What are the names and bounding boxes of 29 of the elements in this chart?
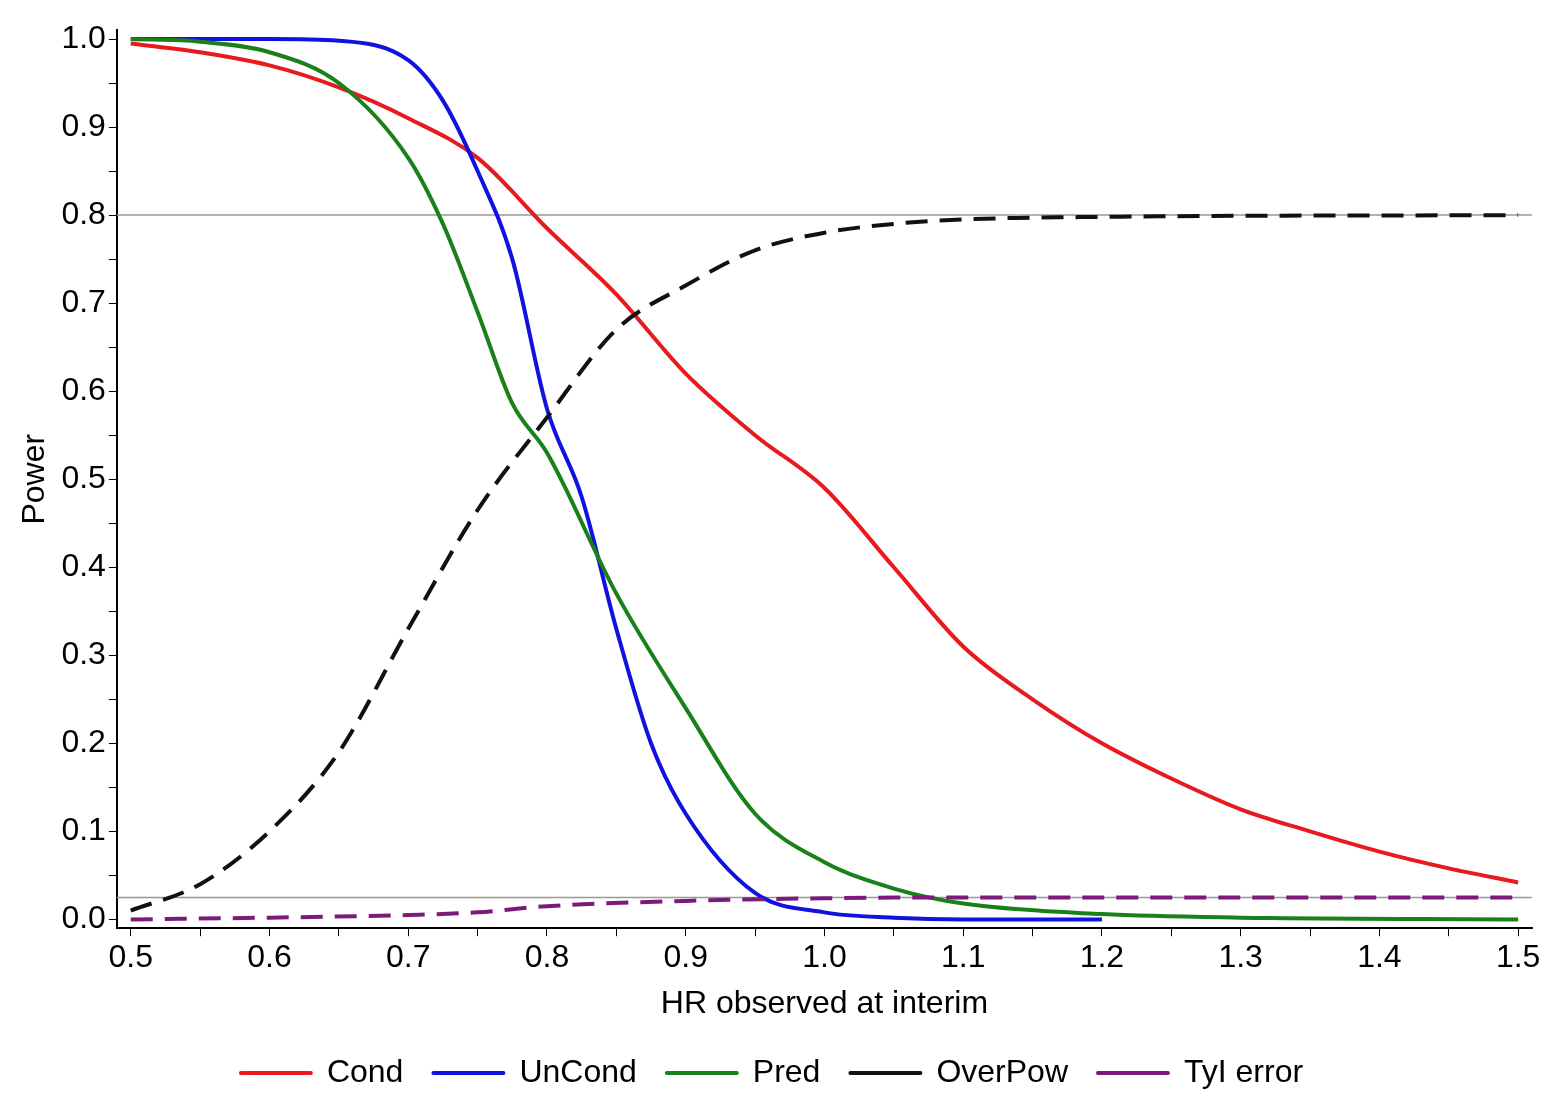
legend-label: Pred	[752, 1052, 821, 1089]
y-tick-label: 0.1	[61, 811, 106, 848]
x-tick-label: 1.0	[802, 938, 847, 975]
x-tick-label: 1.4	[1357, 938, 1402, 975]
legend-label: TyI error	[1183, 1052, 1304, 1089]
x-axis-title: HR observed at interim	[660, 983, 989, 1020]
x-tick-label: 0.9	[663, 938, 708, 975]
x-tick-label: 0.6	[247, 938, 292, 975]
y-tick-label: 1.0	[61, 18, 106, 55]
x-tick-label: 1.5	[1495, 938, 1541, 975]
legend-label: OverPow	[936, 1052, 1069, 1089]
x-tick-label: 0.8	[524, 938, 570, 975]
y-tick-label: 0.8	[61, 194, 106, 231]
legend-label: UnCond	[519, 1052, 637, 1089]
x-tick-label: 0.7	[385, 938, 431, 975]
y-tick-label: 0.7	[61, 282, 106, 319]
legend-label: Cond	[326, 1052, 404, 1089]
y-tick-label: 0.5	[61, 459, 106, 496]
y-tick-label: 0.6	[61, 370, 106, 407]
y-tick-label: 0.3	[61, 635, 106, 672]
y-tick-label: 0.2	[61, 723, 106, 760]
x-tick-label: 1.3	[1218, 938, 1263, 975]
x-tick-label: 0.5	[108, 938, 153, 975]
y-tick-label: 0.0	[61, 899, 106, 936]
x-tick-label: 1.1	[940, 938, 986, 975]
x-tick-label: 1.2	[1079, 938, 1125, 975]
y-axis-title: Power	[15, 433, 52, 525]
y-tick-label: 0.9	[61, 106, 106, 143]
y-tick-label: 0.4	[61, 547, 106, 584]
